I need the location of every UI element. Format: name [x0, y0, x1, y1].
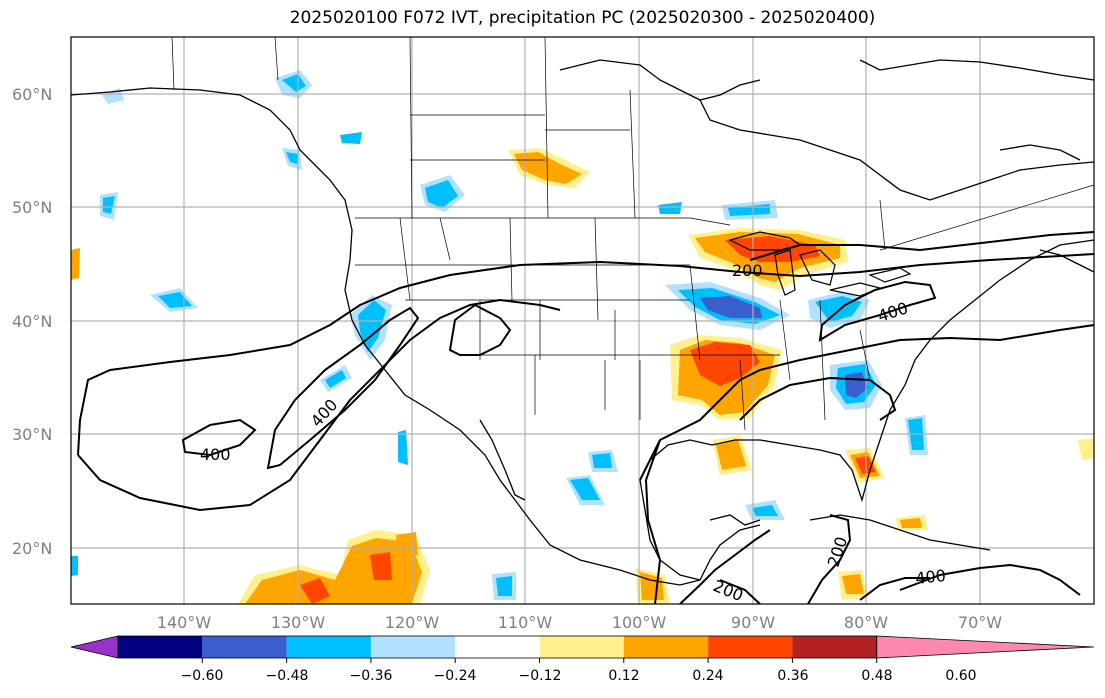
latitude-labels: 60°N 50°N 40°N 30°N 20°N: [12, 85, 52, 558]
colorbar-tick-label: 0.12: [608, 668, 639, 684]
lat-label: 60°N: [12, 85, 52, 104]
lon-label: 80°W: [844, 613, 888, 632]
lon-label: 120°W: [385, 613, 440, 632]
lon-label: 90°W: [731, 613, 775, 632]
colorbar-tick-label: 0.24: [692, 668, 723, 684]
contour-label: 400: [914, 566, 946, 588]
colorbar-tick-label: −0.12: [519, 668, 562, 684]
colorbar-labels: −0.60 −0.48 −0.36 −0.24 −0.12 0.12 0.24 …: [181, 668, 977, 684]
state-boundaries: [171, 36, 1095, 431]
colorbar-tick-label: 0.36: [777, 668, 808, 684]
contour-label: 200: [732, 261, 763, 280]
longitude-labels: 140°W 130°W 120°W 110°W 100°W 90°W 80°W …: [157, 613, 1002, 632]
colorbar-segment: [455, 636, 540, 658]
map-frame: [70, 36, 1095, 605]
colorbar-tick-label: −0.24: [434, 668, 477, 684]
colorbar: [70, 635, 1095, 663]
colorbar-segment: [286, 636, 371, 658]
colorbar-segment: [370, 636, 456, 658]
lon-label: 100°W: [612, 613, 667, 632]
colorbar-tick-label: −0.60: [181, 668, 224, 684]
coastlines: [70, 59, 1095, 586]
map-area: 400 400 200 400 200 200 400: [70, 36, 1095, 605]
colorbar-tick-label: −0.36: [350, 668, 393, 684]
colorbar-tick-label: 0.60: [945, 668, 976, 684]
lat-label: 50°N: [12, 198, 52, 217]
colorbar-tick-label: 0.48: [861, 668, 892, 684]
colorbar-frame: [117, 635, 878, 659]
colorbar-segment: [539, 636, 624, 658]
lon-label: 140°W: [157, 613, 212, 632]
precip-anomaly-shading: [71, 70, 1094, 604]
colorbar-segment: [708, 636, 793, 658]
colorbar-extend-min: [70, 635, 119, 659]
graticule: [71, 37, 1094, 604]
map-title: 2025020100 F072 IVT, precipitation PC (2…: [289, 8, 876, 28]
colorbar-tick-label: −0.48: [266, 668, 309, 684]
colorbar-segment: [118, 636, 203, 658]
lon-label: 130°W: [271, 613, 326, 632]
colorbar-segment: [623, 636, 709, 658]
contour-label: 400: [200, 445, 231, 464]
lat-label: 30°N: [12, 425, 52, 444]
colorbar-extend-max: [876, 635, 1095, 659]
colorbar-segment: [202, 636, 287, 658]
lon-label: 110°W: [498, 613, 553, 632]
lat-label: 20°N: [12, 539, 52, 558]
ivt-contours: [77, 231, 1095, 605]
lat-label: 40°N: [12, 312, 52, 331]
colorbar-segment: [792, 636, 877, 658]
lon-label: 70°W: [958, 613, 1002, 632]
